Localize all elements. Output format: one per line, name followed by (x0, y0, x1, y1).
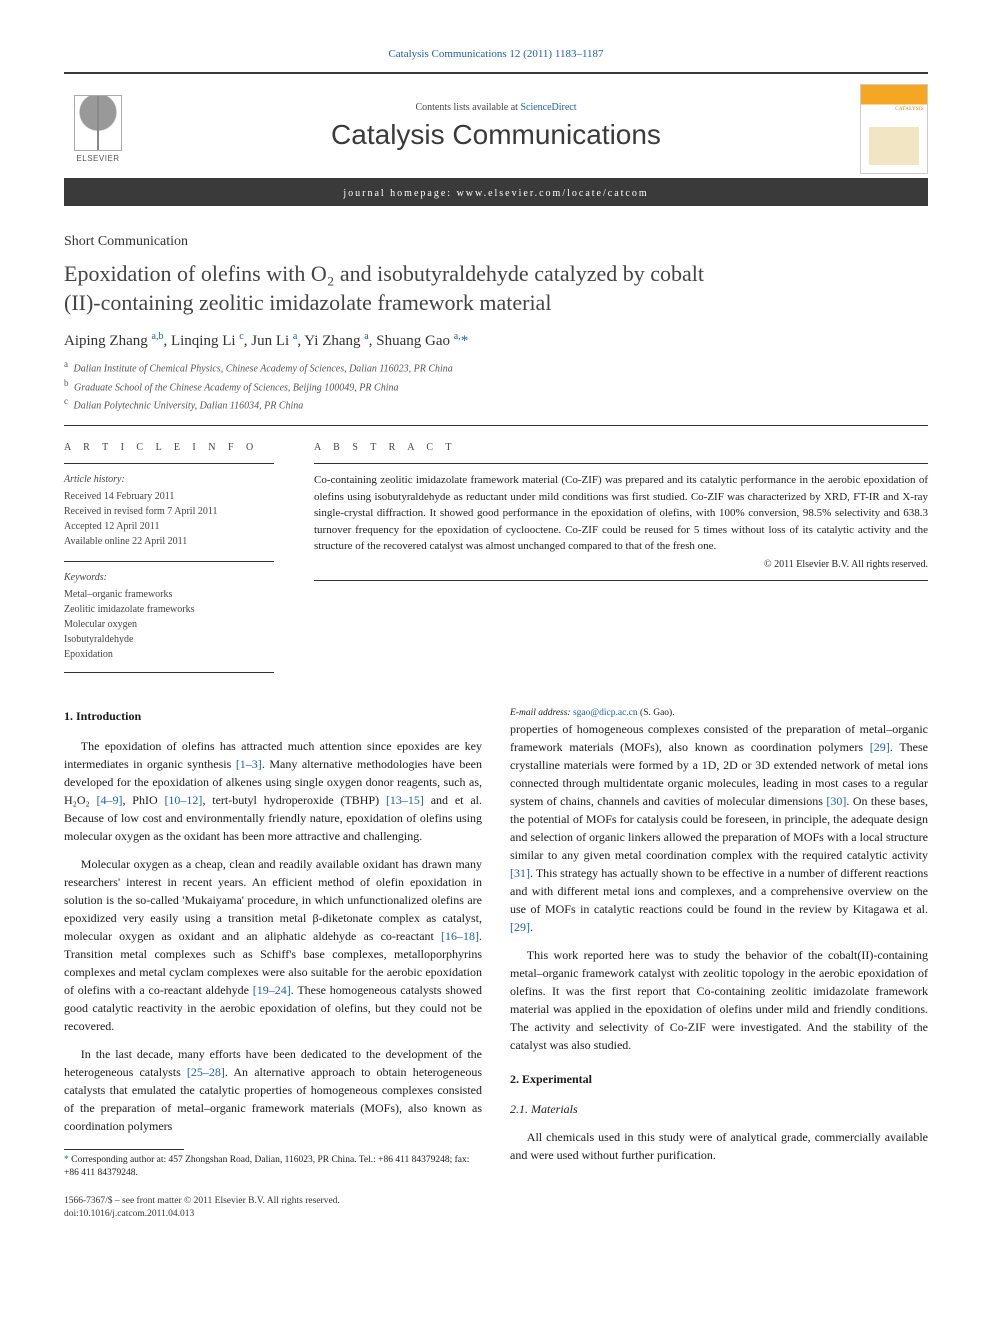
abstract-copyright: © 2011 Elsevier B.V. All rights reserved… (314, 559, 928, 570)
citation-link[interactable]: [31] (510, 866, 530, 880)
email-label: E-mail address: (510, 708, 573, 718)
intro-paragraph-1: The epoxidation of olefins has attracted… (64, 737, 482, 845)
email-link[interactable]: sgao@dicp.ac.cn (573, 708, 638, 718)
article-info-block: A R T I C L E I N F O Article history: R… (64, 442, 274, 673)
affiliation-line: b Graduate School of the Chinese Academy… (64, 377, 928, 395)
corresponding-text: Corresponding author at: 457 Zhongshan R… (64, 1155, 469, 1178)
issn-line: 1566-7367/$ – see front matter © 2011 El… (64, 1195, 340, 1208)
homepage-prefix: journal homepage: (343, 188, 456, 199)
citation-link[interactable]: [10–12] (164, 793, 202, 807)
history-line: Accepted 12 April 2011 (64, 519, 274, 534)
text-run: , tert-butyl hydroperoxide (TBHP) (202, 793, 386, 807)
article-info-heading: A R T I C L E I N F O (64, 442, 274, 453)
title-line-1: Epoxidation of olefins with O₂ and isobu… (64, 261, 704, 286)
history-line: Available online 22 April 2011 (64, 534, 274, 549)
elsevier-tree-icon (74, 95, 122, 151)
citation-link[interactable]: [19–24] (253, 983, 291, 997)
intro-paragraph-3-cont: properties of homogeneous complexes cons… (510, 720, 928, 936)
citation-link[interactable]: [30] (826, 794, 846, 808)
text-run: . (530, 920, 533, 934)
contents-prefix: Contents lists available at (415, 102, 520, 113)
history-line: Received 14 February 2011 (64, 489, 274, 504)
journal-cover-thumbnail (860, 84, 928, 174)
section-introduction-heading: 1. Introduction (64, 707, 482, 725)
affiliations: a Dalian Institute of Chemical Physics, … (64, 358, 928, 413)
text-run: . This strategy has actually shown to be… (510, 866, 928, 916)
page-footer: 1566-7367/$ – see front matter © 2011 El… (64, 1195, 928, 1222)
article-history-label: Article history: (64, 472, 274, 487)
keyword-line: Metal–organic frameworks (64, 587, 274, 602)
star-icon: * (64, 1155, 69, 1165)
citation-link[interactable]: [4–9] (97, 793, 123, 807)
email-suffix: (S. Gao). (638, 708, 675, 718)
publisher-logo: ELSEVIER (64, 89, 132, 169)
article-type: Short Communication (64, 234, 928, 250)
publisher-name: ELSEVIER (76, 154, 119, 163)
citation-link[interactable]: [13–15] (386, 793, 424, 807)
text-run: properties of homogeneous complexes cons… (510, 722, 928, 754)
journal-header: ELSEVIER Contents lists available at Sci… (64, 72, 928, 206)
contents-lists-line: Contents lists available at ScienceDirec… (148, 102, 844, 113)
affiliation-line: a Dalian Institute of Chemical Physics, … (64, 358, 928, 376)
text-run: Molecular oxygen as a cheap, clean and r… (64, 857, 482, 943)
journal-homepage: journal homepage: www.elsevier.com/locat… (64, 188, 928, 199)
journal-reference: Catalysis Communications 12 (2011) 1183–… (64, 48, 928, 60)
materials-paragraph: All chemicals used in this study were of… (510, 1128, 928, 1164)
title-line-2: (II)-containing zeolitic imidazolate fra… (64, 290, 551, 315)
subsection-materials-heading: 2.1. Materials (510, 1100, 928, 1118)
authors-list: Aiping Zhang a,b, Linqing Li c, Jun Li a… (64, 331, 928, 350)
citation-link[interactable]: [16–18] (441, 929, 479, 943)
abstract-block: A B S T R A C T Co-containing zeolitic i… (314, 442, 928, 673)
footnote-rule (64, 1149, 184, 1150)
article-title: Epoxidation of olefins with O₂ and isobu… (64, 260, 928, 317)
keyword-line: Isobutyraldehyde (64, 632, 274, 647)
text-run: , PhIO (123, 793, 165, 807)
homepage-url: www.elsevier.com/locate/catcom (457, 188, 649, 199)
keyword-line: Zeolitic imidazolate frameworks (64, 602, 274, 617)
citation-link[interactable]: [1–3] (236, 757, 262, 771)
intro-paragraph-2: Molecular oxygen as a cheap, clean and r… (64, 855, 482, 1035)
journal-title: Catalysis Communications (148, 119, 844, 151)
abstract-text: Co-containing zeolitic imidazolate frame… (314, 463, 928, 555)
intro-paragraph-3: In the last decade, many efforts have be… (64, 1045, 482, 1135)
citation-link[interactable]: [29] (510, 920, 530, 934)
citation-link[interactable]: [25–28] (187, 1065, 225, 1079)
sciencedirect-link[interactable]: ScienceDirect (520, 102, 576, 113)
doi-line: doi:10.1016/j.catcom.2011.04.013 (64, 1208, 340, 1221)
keyword-line: Epoxidation (64, 647, 274, 662)
affiliation-line: c Dalian Polytechnic University, Dalian … (64, 395, 928, 413)
citation-link[interactable]: [29] (870, 740, 890, 754)
history-line: Received in revised form 7 April 2011 (64, 504, 274, 519)
intro-paragraph-4: This work reported here was to study the… (510, 946, 928, 1054)
section-experimental-heading: 2. Experimental (510, 1070, 928, 1088)
keyword-line: Molecular oxygen (64, 617, 274, 632)
keywords-label: Keywords: (64, 570, 274, 585)
abstract-heading: A B S T R A C T (314, 442, 928, 453)
